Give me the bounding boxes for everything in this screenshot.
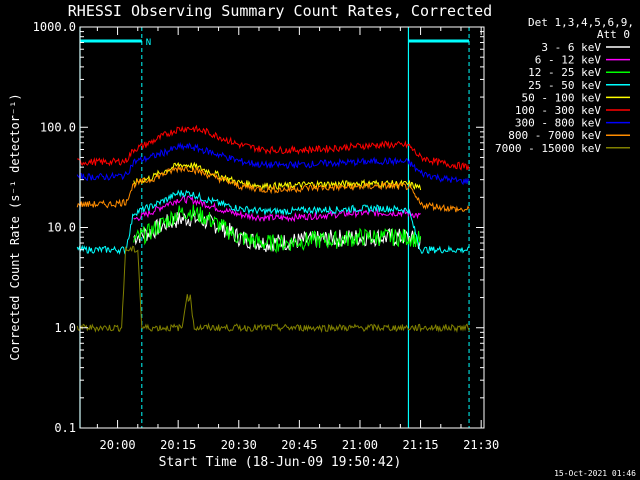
axes: 1000.0 100.0 10.0 1.0 0.1 20:00 20:15 20:30 20:4… (33, 20, 500, 452)
x-tick-label: 21:00 (342, 438, 378, 452)
y-tick-label: 0.1 (54, 421, 76, 435)
x-tick-label: 21:30 (463, 438, 499, 452)
legend-label: 25 - 50 keV (528, 79, 601, 92)
series-line-7 (76, 164, 470, 213)
series-line-2 (133, 204, 422, 254)
x-tick-label: 20:00 (100, 438, 136, 452)
legend-label: 12 - 25 keV (528, 66, 601, 79)
legend-label: 800 - 7000 keV (508, 129, 601, 142)
x-tick-label: 21:15 (403, 438, 439, 452)
legend-label: 3 - 6 keV (541, 41, 601, 54)
timestamp: 15-Oct-2021 01:46 (554, 469, 636, 478)
y-tick-label: 10.0 (47, 221, 76, 235)
legend-header-attenuator: Att 0 (597, 28, 630, 41)
night-label: N (146, 38, 151, 48)
x-tick-label: 20:30 (221, 438, 257, 452)
legend-label: 50 - 100 keV (522, 91, 602, 104)
legend-label: 300 - 800 keV (515, 117, 601, 130)
legend-label: 6 - 12 keV (535, 54, 602, 67)
series-line-4 (133, 161, 422, 191)
legend-header-detectors: Det 1,3,4,5,6,9, (528, 16, 634, 29)
y-tick-label: 1000.0 (33, 20, 76, 34)
series-line-6 (76, 141, 470, 186)
chart-title: RHESSI Observing Summary Count Rates, Co… (68, 2, 492, 20)
x-tick-label: 20:45 (281, 438, 317, 452)
series-line-8 (76, 245, 470, 333)
y-tick-label: 100.0 (40, 120, 76, 134)
plot-area: N (76, 27, 470, 428)
y-tick-label: 1.0 (54, 321, 76, 335)
y-axis-label: Corrected Count Rate (s⁻¹ detector⁻¹) (8, 93, 22, 360)
series-line-3 (76, 189, 470, 255)
x-tick-label: 20:15 (160, 438, 196, 452)
legend-label: 7000 - 15000 keV (495, 142, 601, 155)
x-axis-label: Start Time (18-Jun-09 19:50:42) (159, 455, 402, 470)
legend-label: 100 - 300 keV (515, 104, 601, 117)
series-line-5 (77, 124, 470, 171)
